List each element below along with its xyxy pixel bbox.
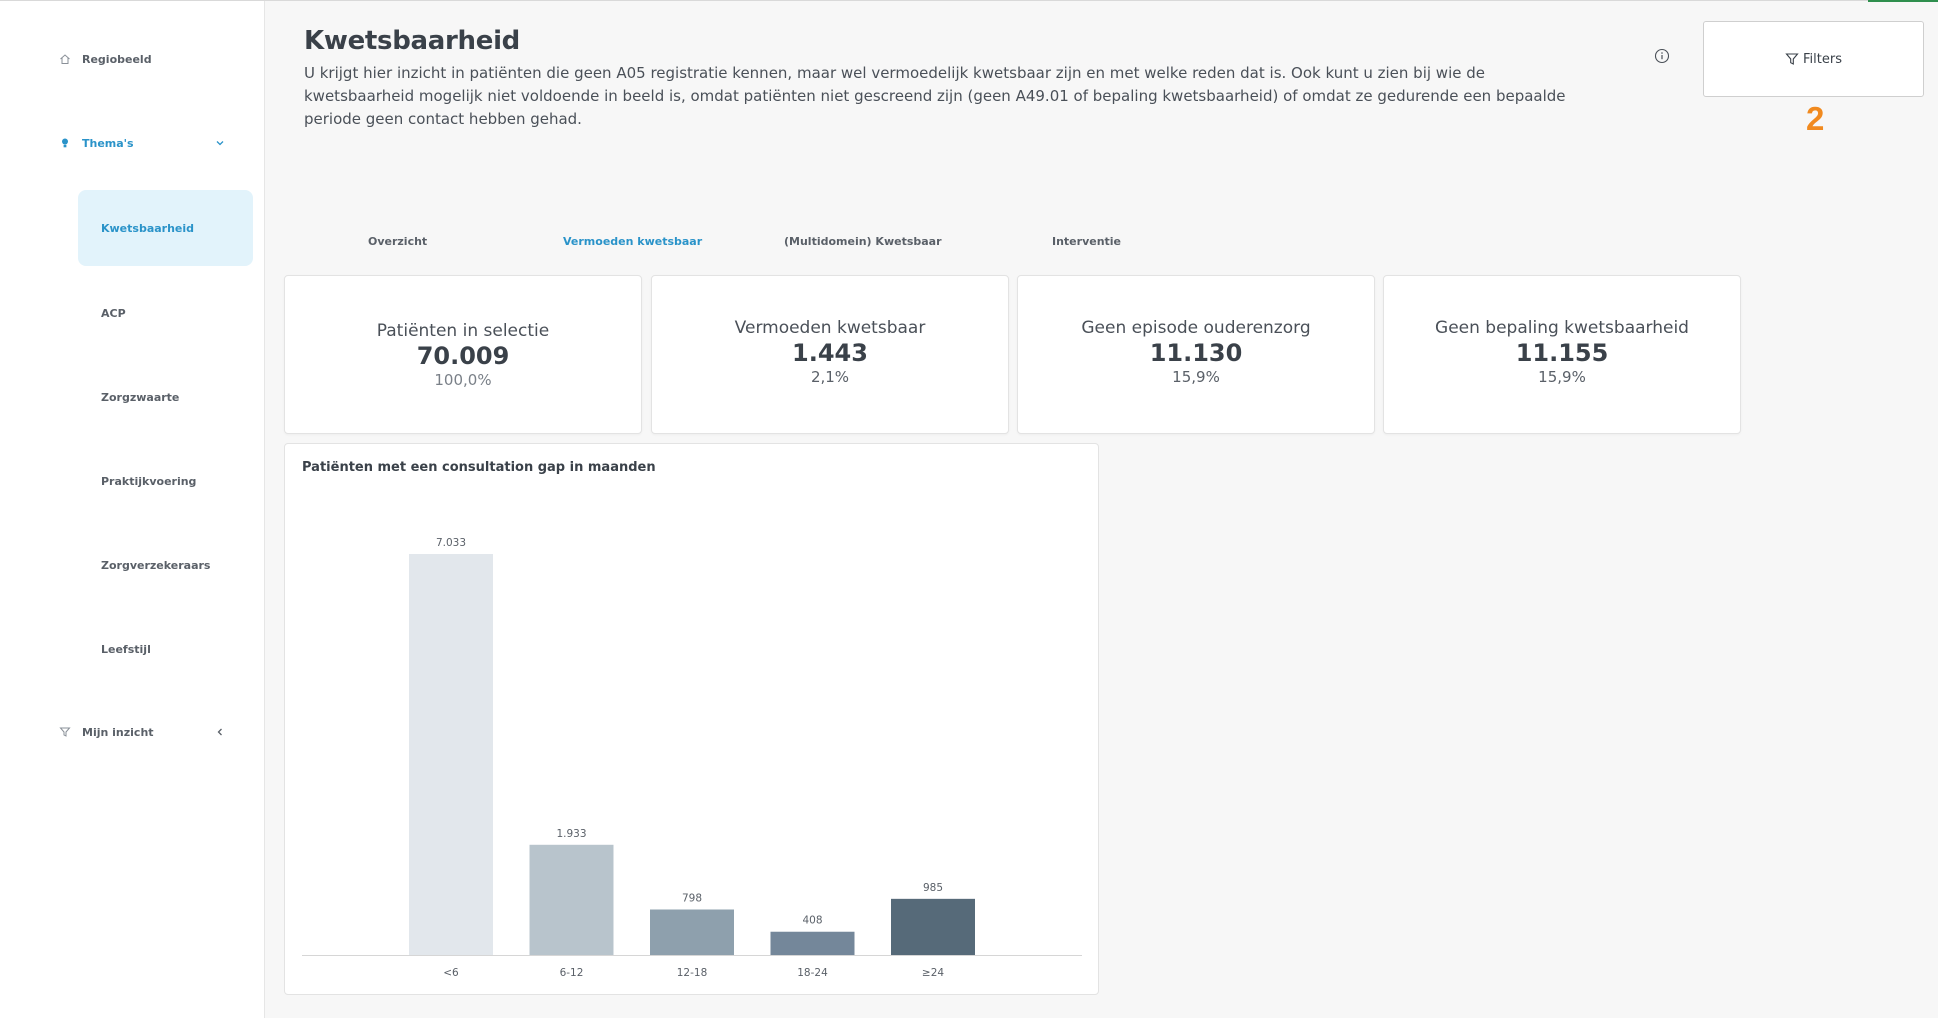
info-icon[interactable] bbox=[1653, 47, 1671, 65]
sidebar-subitem-acp[interactable]: ACP bbox=[78, 275, 253, 351]
kpi-label: Vermoeden kwetsbaar bbox=[734, 318, 926, 338]
sidebar-subitem-label: Zorgverzekeraars bbox=[101, 558, 211, 572]
bar-value-label: 798 bbox=[682, 893, 702, 905]
kpi-value: 11.155 bbox=[1515, 339, 1609, 367]
sidebar-item-label: Regiobeeld bbox=[82, 52, 152, 66]
sidebar-item-label: Mijn inzicht bbox=[82, 725, 154, 739]
kpi-label: Patiënten in selectie bbox=[376, 321, 550, 341]
bar-value-label: 985 bbox=[923, 882, 943, 894]
kpi-card-geen-bepaling-kwetsbaarheid: Geen bepaling kwetsbaarheid 11.155 15,9% bbox=[1383, 275, 1741, 434]
kpi-card-vermoeden-kwetsbaar: Vermoeden kwetsbaar 1.443 2,1% bbox=[651, 275, 1009, 434]
tab-vermoeden-kwetsbaar[interactable]: Vermoeden kwetsbaar bbox=[563, 235, 703, 248]
sidebar-subitem-label: Leefstijl bbox=[101, 642, 151, 656]
bar-5[interactable] bbox=[891, 898, 975, 955]
sidebar-subitem-praktijkvoering[interactable]: Praktijkvoering bbox=[78, 443, 253, 519]
kpi-percentage: 15,9% bbox=[1538, 368, 1586, 386]
top-accent-bar bbox=[1868, 0, 1938, 2]
kpi-percentage: 2,1% bbox=[810, 368, 850, 386]
kpi-label: Geen episode ouderenzorg bbox=[1081, 318, 1311, 338]
bar-value-label: 408 bbox=[802, 915, 822, 927]
sidebar-item-label: Thema's bbox=[82, 136, 134, 150]
page-description: U krijgt hier inzicht in patiënten die g… bbox=[304, 64, 1566, 128]
x-tick-label: 6-12 bbox=[560, 967, 584, 979]
sidebar-item-mijn-inzicht[interactable]: Mijn inzicht bbox=[58, 725, 222, 739]
home-icon bbox=[58, 52, 72, 66]
bar-value-label: 7.033 bbox=[436, 537, 466, 549]
sidebar-subitem-label: Praktijkvoering bbox=[101, 474, 197, 488]
sidebar-subitem-kwetsbaarheid[interactable]: Kwetsbaarheid bbox=[78, 190, 253, 266]
sidebar-item-themas[interactable]: Thema's bbox=[58, 136, 224, 150]
funnel-icon bbox=[1785, 53, 1799, 65]
filters-button[interactable]: Filters bbox=[1703, 21, 1924, 97]
chevron-left-icon[interactable] bbox=[213, 725, 227, 739]
sidebar-subitem-zorgzwaarte[interactable]: Zorgzwaarte bbox=[78, 359, 253, 435]
sidebar-subitem-zorgverzekeraars[interactable]: Zorgverzekeraars bbox=[78, 527, 253, 603]
filters-label: Filters bbox=[1803, 51, 1842, 67]
sidebar-subitem-label: Kwetsbaarheid bbox=[101, 221, 195, 235]
tab-multidomein-kwetsbaar[interactable]: (Multidomein) Kwetsbaar bbox=[784, 235, 942, 248]
sidebar-subitem-label: ACP bbox=[101, 306, 126, 320]
funnel-icon bbox=[58, 725, 72, 739]
chevron-down-icon[interactable] bbox=[213, 136, 227, 150]
x-tick-label: 12-18 bbox=[677, 967, 708, 979]
kpi-percentage: 100,0% bbox=[434, 371, 492, 389]
kpi-percentage: 15,9% bbox=[1172, 368, 1220, 386]
tab-interventie[interactable]: Interventie bbox=[1052, 235, 1122, 248]
consultation-gap-bar-chart: 7.033 <6 1.933 6-12 798 12-18 408 18-24 985 ≥24 bbox=[302, 537, 1082, 979]
annotation-number-2: 2 bbox=[1806, 100, 1825, 137]
tab-overzicht[interactable]: Overzicht bbox=[368, 235, 428, 248]
sidebar: Regiobeeld Thema's Kwetsbaarheid ACP Zor… bbox=[0, 1, 265, 1018]
bar-1[interactable] bbox=[409, 554, 493, 955]
page-title: Kwetsbaarheid bbox=[304, 26, 520, 56]
kpi-value: 70.009 bbox=[416, 342, 510, 370]
bar-2[interactable] bbox=[529, 844, 614, 955]
sidebar-subitem-label: Zorgzwaarte bbox=[101, 390, 180, 404]
kpi-card-geen-episode-ouderenzorg: Geen episode ouderenzorg 11.130 15,9% bbox=[1017, 275, 1375, 434]
kpi-value: 1.443 bbox=[792, 339, 868, 367]
chart-title: Patiënten met een consultation gap in ma… bbox=[302, 460, 656, 475]
bar-4[interactable] bbox=[770, 931, 855, 955]
x-tick-label: 18-24 bbox=[797, 967, 828, 979]
top-border bbox=[0, 0, 1938, 1]
kpi-card-patienten-in-selectie: Patiënten in selectie 70.009 100,0% bbox=[284, 275, 642, 434]
kpi-value: 11.130 bbox=[1149, 339, 1243, 367]
x-tick-label: <6 bbox=[443, 967, 459, 979]
x-tick-label: ≥24 bbox=[922, 967, 944, 979]
sidebar-subitem-leefstijl[interactable]: Leefstijl bbox=[78, 611, 253, 687]
bulb-icon bbox=[58, 136, 72, 150]
bar-value-label: 1.933 bbox=[556, 828, 586, 840]
sidebar-item-regiobeeld[interactable]: Regiobeeld bbox=[58, 52, 152, 66]
consultation-gap-chart-card: Patiënten met een consultation gap in ma… bbox=[284, 443, 1099, 995]
bar-3[interactable] bbox=[650, 909, 734, 955]
kpi-label: Geen bepaling kwetsbaarheid bbox=[1435, 318, 1689, 338]
